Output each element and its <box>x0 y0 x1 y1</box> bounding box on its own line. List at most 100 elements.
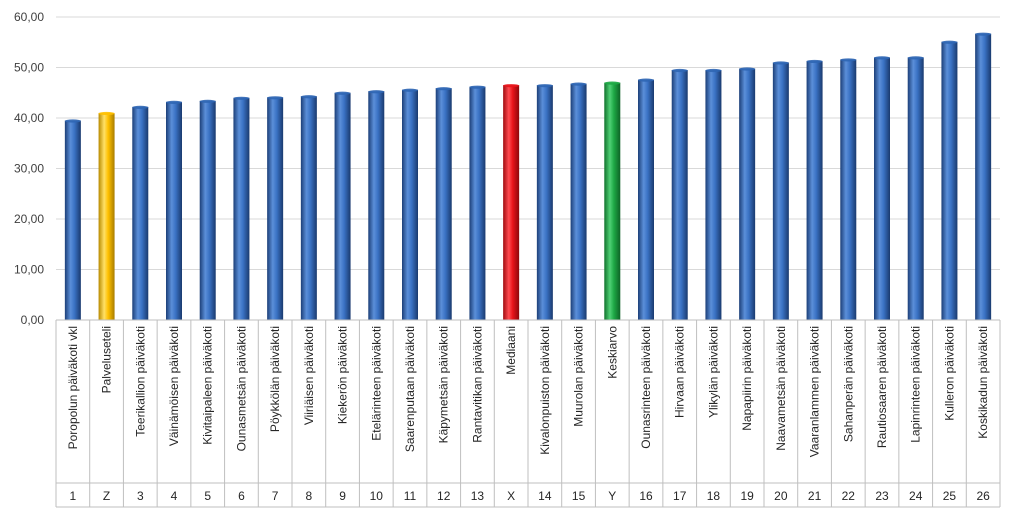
category-code: 24 <box>909 489 923 503</box>
bar-top <box>166 100 182 104</box>
category-code: 8 <box>306 489 313 503</box>
x-tick-label: Kivalonpuiston päiväkoti <box>538 326 552 455</box>
x-tick-label: Napapiirin päiväkoti <box>740 326 754 431</box>
category-code: 13 <box>471 489 485 503</box>
bar <box>469 86 486 320</box>
bar-top <box>705 68 722 73</box>
x-tick-label: Kulleron päiväkoti <box>942 326 956 421</box>
x-tick-label: Rantavitikan päiväkoti <box>470 326 484 443</box>
y-tick-label: 0,00 <box>21 313 45 327</box>
category-code: 11 <box>404 489 417 503</box>
bar-top <box>671 68 688 73</box>
bar <box>671 70 688 321</box>
x-tick-label: Viiriäisen päiväkoti <box>302 326 316 425</box>
bar <box>402 89 418 320</box>
bar-top <box>503 84 520 88</box>
x-tick-label: Koskikadun päiväkoti <box>976 326 990 439</box>
bar <box>199 100 216 320</box>
x-tick-label: Teerikallion päiväkoti <box>133 326 147 437</box>
y-tick-label: 30,00 <box>14 162 44 176</box>
y-axis-ticks: 0,00 10,00 20,00 30,00 40,00 50,00 60,00 <box>14 10 44 327</box>
category-code: 25 <box>943 489 957 503</box>
bar-top <box>604 81 621 85</box>
x-tick-label: Ylikylän päiväkoti <box>706 326 720 418</box>
x-tick-label: Palveluseteli <box>100 326 114 393</box>
category-code: 9 <box>339 489 346 503</box>
bar <box>705 70 722 321</box>
y-tick-label: 50,00 <box>14 61 44 75</box>
x-tick-label: Hirvaan päiväkoti <box>673 326 687 418</box>
category-code: 14 <box>538 489 552 503</box>
bar <box>267 97 284 320</box>
bar-top <box>907 56 924 60</box>
x-tick-label: Pöykkölän päiväkoti <box>268 326 282 432</box>
bar <box>98 112 115 320</box>
category-code: 19 <box>740 489 754 503</box>
category-code: 23 <box>875 489 889 503</box>
x-tick-label: Vaaranlammen päiväkoti <box>808 326 822 457</box>
x-tick-label: Käpymetsän päiväkoti <box>437 326 451 443</box>
bars <box>64 32 992 321</box>
x-tick-label: Naavametsän päiväkoti <box>774 326 788 451</box>
bar <box>233 97 250 320</box>
x-tick-label: Ounasrinteen päiväkoti <box>639 326 653 449</box>
bar-top <box>402 88 418 92</box>
category-code: 20 <box>774 489 788 503</box>
bar-top <box>536 84 553 88</box>
category-code: 16 <box>639 489 653 503</box>
category-code: 17 <box>673 489 687 503</box>
category-code: 26 <box>976 489 990 503</box>
category-code: 12 <box>437 489 451 503</box>
x-tick-label: Rautiosaaren päiväkoti <box>875 326 889 448</box>
category-code: 10 <box>370 489 384 503</box>
bar-top <box>199 99 216 103</box>
bar <box>941 41 958 321</box>
bar-top <box>638 78 654 82</box>
bar-top <box>368 90 385 94</box>
category-code: 21 <box>808 489 822 503</box>
bar <box>907 57 924 321</box>
bar <box>368 91 385 320</box>
bar <box>739 68 756 320</box>
bar <box>604 82 621 321</box>
category-code: X <box>507 489 515 503</box>
bar <box>806 60 823 321</box>
bar-top <box>300 95 317 99</box>
bar-top <box>469 85 486 89</box>
x-tick-label: Kivitaipaleen päiväkoti <box>201 326 215 445</box>
gridlines <box>56 16 1000 270</box>
bar-top <box>739 67 756 71</box>
bar <box>975 33 992 320</box>
bar <box>132 106 149 320</box>
y-tick-label: 10,00 <box>14 263 44 277</box>
bar <box>874 57 890 321</box>
bar-top <box>435 87 452 91</box>
y-tick-label: 20,00 <box>14 212 44 226</box>
y-tick-label: 40,00 <box>14 111 44 125</box>
bar-top <box>64 119 81 123</box>
bar-top <box>806 59 823 64</box>
bar <box>300 96 317 320</box>
bar-top <box>267 96 284 100</box>
x-tick-label: Keskiarvo <box>605 326 619 379</box>
category-code: 6 <box>238 489 245 503</box>
y-tick-label: 60,00 <box>14 10 44 24</box>
x-tick-label: Poropolun päiväkoti vkl <box>66 326 80 449</box>
bar-top <box>334 91 351 95</box>
bar <box>536 85 553 320</box>
x-tick-label: Kiekerön päiväkoti <box>336 326 350 424</box>
bar <box>166 101 182 320</box>
category-code: 15 <box>572 489 586 503</box>
bar <box>772 62 789 320</box>
category-table: Poropolun päiväkoti vkl 1 Palveluseteli Z Te… <box>55 319 1001 508</box>
bar-top <box>132 105 149 109</box>
bar-top <box>772 61 789 65</box>
x-tick-label: Saarenputaan päiväkoti <box>403 326 417 452</box>
x-tick-label: Etelärinteen päiväkoti <box>369 326 383 441</box>
bar-top <box>840 58 857 62</box>
x-tick-label: Muurolan päiväkoti <box>572 326 586 427</box>
bar-top <box>975 32 992 36</box>
category-code: 18 <box>707 489 721 503</box>
bar-top <box>233 96 250 100</box>
bar-top <box>98 111 115 116</box>
